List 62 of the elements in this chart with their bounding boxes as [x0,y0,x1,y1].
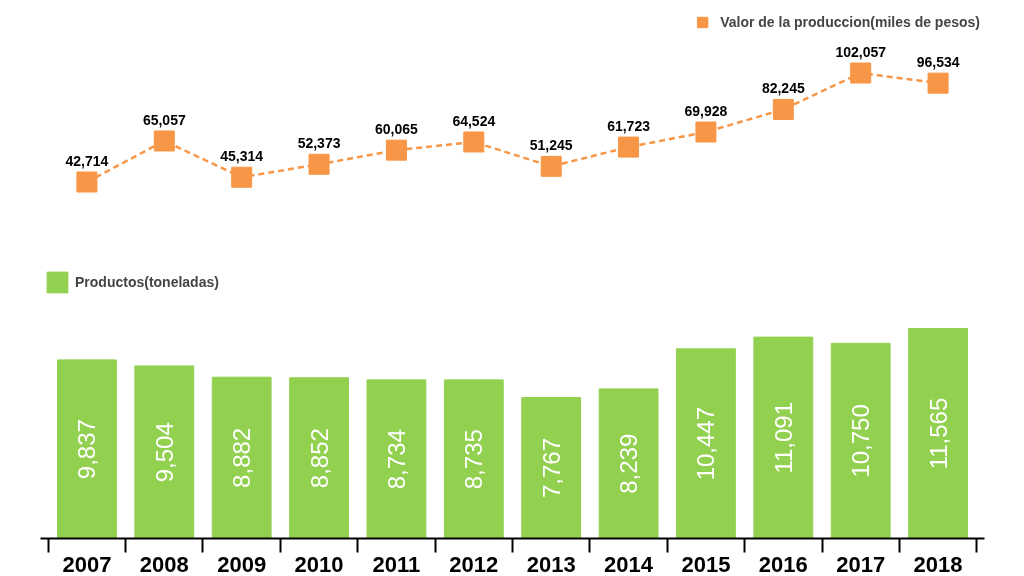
point [927,72,949,94]
data-label: 8,852 [305,428,333,489]
data-label: 8,735 [460,429,488,490]
x-tick-label: 2010 [294,551,344,576]
x-tick-label: 2014 [604,551,654,576]
point [695,121,717,143]
legend-label: Valor de la produccion(miles de pesos) [720,14,980,30]
data-label: 10,750 [847,404,875,478]
data-label: 61,723 [607,118,651,135]
x-tick-label: 2011 [372,551,421,576]
data-label: 7,767 [537,437,565,499]
point [618,136,640,158]
data-label: 8,734 [382,429,410,490]
data-label: 8,882 [228,427,256,488]
point [385,139,407,161]
x-tick-label: 2008 [139,551,189,576]
data-label: 52,373 [297,135,341,152]
legend-label: Productos(toneladas) [75,274,219,290]
bar [598,388,659,539]
bar [443,379,504,539]
x-tick-label: 2012 [449,551,499,576]
x-tick-label: 2018 [913,551,963,576]
bar [521,396,582,539]
point [308,153,330,175]
point [231,166,253,188]
point [540,155,562,177]
data-label: 102,057 [835,44,887,60]
point [772,98,794,120]
data-label: 11,091 [769,401,797,474]
data-label: 42,714 [65,153,109,170]
data-label: 65,057 [142,111,186,128]
point [850,62,872,84]
bar [676,348,736,539]
data-label: 96,534 [916,54,960,71]
point [76,171,98,193]
x-tick-label: 2016 [758,551,808,576]
bar [211,376,272,539]
data-label: 9,837 [73,419,101,480]
data-label: 69,928 [684,103,728,120]
data-label: 11,565 [924,397,952,470]
bar [289,377,349,539]
x-tick-label: 2009 [217,551,267,576]
data-label: 45,314 [220,148,264,165]
x-tick-label: 2017 [836,551,886,576]
point [463,131,485,153]
bar [57,359,117,539]
bar [366,379,427,539]
bar [134,365,195,539]
data-label: 10,447 [692,406,720,481]
bar [753,336,814,539]
point [153,130,175,152]
data-label: 60,065 [375,121,419,138]
data-label: 8,239 [615,433,643,494]
x-tick-label: 2013 [526,551,576,576]
data-label: 64,524 [452,112,496,129]
x-tick-label: 2015 [681,551,731,576]
data-label: 9,504 [150,422,178,483]
x-tick-label: 2007 [62,551,112,576]
data-label: 82,245 [761,80,805,97]
bar [830,342,891,539]
data-label: 51,245 [529,137,573,154]
bar [908,328,968,539]
